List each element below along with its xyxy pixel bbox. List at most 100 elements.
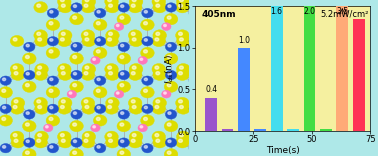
Circle shape bbox=[156, 32, 160, 35]
Circle shape bbox=[120, 16, 124, 19]
Circle shape bbox=[129, 0, 143, 7]
Circle shape bbox=[116, 24, 119, 27]
Circle shape bbox=[58, 69, 72, 80]
Circle shape bbox=[11, 137, 25, 148]
Circle shape bbox=[57, 131, 71, 142]
Circle shape bbox=[152, 0, 166, 7]
Circle shape bbox=[34, 97, 48, 109]
Circle shape bbox=[164, 92, 166, 94]
Circle shape bbox=[144, 22, 147, 25]
Circle shape bbox=[176, 30, 189, 41]
Circle shape bbox=[153, 97, 166, 109]
Circle shape bbox=[152, 131, 166, 142]
Circle shape bbox=[71, 70, 82, 80]
Circle shape bbox=[105, 63, 118, 75]
Circle shape bbox=[43, 124, 53, 132]
Circle shape bbox=[132, 105, 136, 109]
Circle shape bbox=[108, 4, 112, 7]
Circle shape bbox=[156, 72, 160, 75]
Circle shape bbox=[70, 149, 83, 156]
Circle shape bbox=[176, 137, 189, 148]
Circle shape bbox=[164, 120, 178, 132]
Circle shape bbox=[108, 72, 112, 75]
Circle shape bbox=[58, 2, 72, 13]
Circle shape bbox=[13, 66, 17, 69]
Circle shape bbox=[25, 55, 29, 58]
Circle shape bbox=[46, 126, 48, 128]
Circle shape bbox=[177, 103, 190, 114]
Circle shape bbox=[131, 32, 135, 35]
Circle shape bbox=[35, 103, 48, 114]
Circle shape bbox=[60, 0, 64, 2]
Circle shape bbox=[116, 92, 119, 94]
Circle shape bbox=[178, 4, 183, 7]
Circle shape bbox=[153, 30, 166, 41]
Circle shape bbox=[144, 106, 147, 109]
Circle shape bbox=[144, 39, 147, 41]
Circle shape bbox=[25, 84, 29, 87]
Circle shape bbox=[34, 137, 48, 148]
Circle shape bbox=[82, 131, 96, 142]
Circle shape bbox=[144, 117, 147, 120]
Bar bbox=[287, 129, 299, 131]
Text: 1.0: 1.0 bbox=[238, 36, 250, 44]
Circle shape bbox=[131, 4, 135, 7]
Circle shape bbox=[129, 63, 143, 75]
Circle shape bbox=[105, 103, 118, 114]
Circle shape bbox=[73, 55, 77, 58]
Circle shape bbox=[2, 117, 6, 120]
Circle shape bbox=[177, 35, 190, 47]
Circle shape bbox=[120, 151, 124, 154]
Circle shape bbox=[129, 137, 142, 148]
Circle shape bbox=[168, 5, 171, 7]
Circle shape bbox=[142, 8, 153, 18]
Circle shape bbox=[35, 63, 48, 75]
Circle shape bbox=[57, 0, 71, 7]
Circle shape bbox=[117, 14, 131, 25]
Circle shape bbox=[34, 2, 48, 13]
Circle shape bbox=[94, 104, 106, 113]
Circle shape bbox=[176, 69, 189, 80]
Circle shape bbox=[117, 81, 131, 92]
Text: 1.6: 1.6 bbox=[271, 7, 283, 16]
Circle shape bbox=[96, 22, 100, 25]
Circle shape bbox=[38, 66, 42, 69]
Circle shape bbox=[166, 70, 177, 80]
Circle shape bbox=[105, 35, 118, 47]
Circle shape bbox=[23, 138, 35, 147]
Circle shape bbox=[47, 76, 59, 85]
Circle shape bbox=[25, 123, 29, 126]
Circle shape bbox=[180, 0, 183, 2]
Circle shape bbox=[121, 72, 124, 75]
Circle shape bbox=[70, 53, 83, 64]
Circle shape bbox=[129, 131, 143, 142]
Circle shape bbox=[94, 37, 106, 46]
Circle shape bbox=[121, 44, 124, 47]
Circle shape bbox=[129, 103, 143, 114]
Circle shape bbox=[11, 69, 25, 80]
Circle shape bbox=[93, 58, 95, 60]
Circle shape bbox=[10, 35, 24, 47]
Circle shape bbox=[46, 87, 60, 98]
Circle shape bbox=[97, 146, 100, 148]
Circle shape bbox=[180, 66, 183, 69]
Circle shape bbox=[82, 103, 96, 114]
Circle shape bbox=[166, 110, 177, 119]
Circle shape bbox=[85, 105, 89, 109]
Circle shape bbox=[189, 144, 200, 153]
Circle shape bbox=[189, 8, 200, 18]
Circle shape bbox=[176, 97, 189, 109]
Circle shape bbox=[91, 56, 100, 64]
Circle shape bbox=[47, 144, 59, 153]
Circle shape bbox=[144, 78, 147, 81]
Circle shape bbox=[168, 140, 171, 143]
Circle shape bbox=[46, 115, 60, 126]
Circle shape bbox=[144, 146, 147, 148]
Circle shape bbox=[0, 87, 12, 98]
Circle shape bbox=[108, 134, 112, 137]
Circle shape bbox=[70, 14, 83, 25]
Circle shape bbox=[50, 10, 53, 13]
Circle shape bbox=[3, 78, 6, 81]
Circle shape bbox=[81, 2, 95, 13]
Circle shape bbox=[105, 0, 118, 7]
